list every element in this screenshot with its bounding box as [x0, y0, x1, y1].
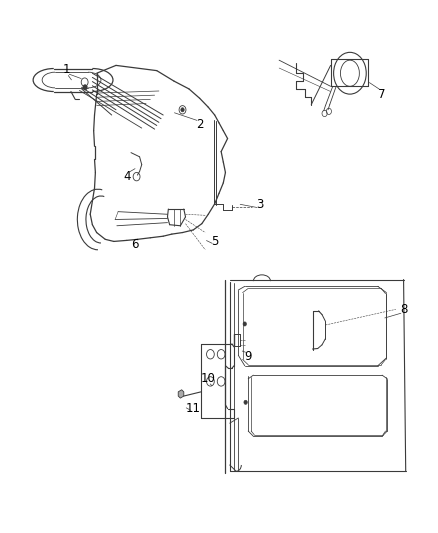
Text: 3: 3: [256, 198, 264, 212]
Text: 6: 6: [131, 238, 139, 251]
Circle shape: [244, 400, 247, 405]
Text: 1: 1: [63, 62, 71, 76]
Text: 7: 7: [378, 87, 386, 101]
Circle shape: [181, 108, 184, 112]
Text: 9: 9: [244, 350, 252, 363]
Text: 10: 10: [201, 373, 215, 385]
Circle shape: [243, 322, 247, 326]
Polygon shape: [178, 390, 184, 398]
Text: 4: 4: [123, 170, 131, 183]
Text: 8: 8: [400, 303, 407, 316]
Text: 2: 2: [196, 118, 203, 131]
Text: 5: 5: [211, 235, 219, 248]
Circle shape: [83, 85, 87, 90]
Text: 11: 11: [186, 402, 201, 415]
